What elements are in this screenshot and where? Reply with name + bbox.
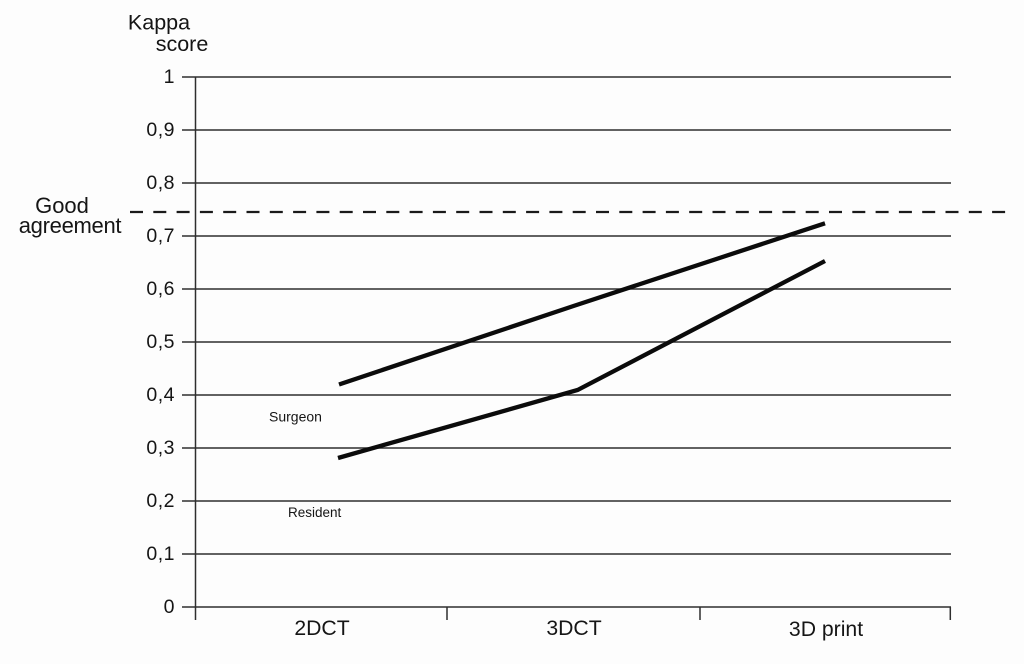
svg-text:0,4: 0,4 <box>146 384 175 406</box>
svg-text:0,2: 0,2 <box>146 490 175 512</box>
svg-text:3DCT: 3DCT <box>546 617 601 640</box>
svg-text:0,6: 0,6 <box>146 278 175 300</box>
svg-text:Good: Good <box>35 193 89 218</box>
svg-text:score: score <box>156 32 209 56</box>
svg-text:Surgeon: Surgeon <box>269 409 322 425</box>
svg-text:0: 0 <box>164 596 175 618</box>
svg-text:agreement: agreement <box>19 213 122 238</box>
svg-text:1: 1 <box>164 66 175 88</box>
svg-text:Kappa: Kappa <box>128 11 190 35</box>
svg-text:0,8: 0,8 <box>146 172 175 194</box>
svg-text:0,5: 0,5 <box>146 331 175 353</box>
svg-text:Resident: Resident <box>288 505 342 520</box>
svg-text:0,7: 0,7 <box>146 225 175 247</box>
svg-text:2DCT: 2DCT <box>294 617 349 640</box>
svg-text:3D print: 3D print <box>789 618 863 641</box>
svg-text:0,9: 0,9 <box>146 119 175 141</box>
svg-text:0,3: 0,3 <box>146 437 175 459</box>
svg-text:0,1: 0,1 <box>146 543 175 565</box>
